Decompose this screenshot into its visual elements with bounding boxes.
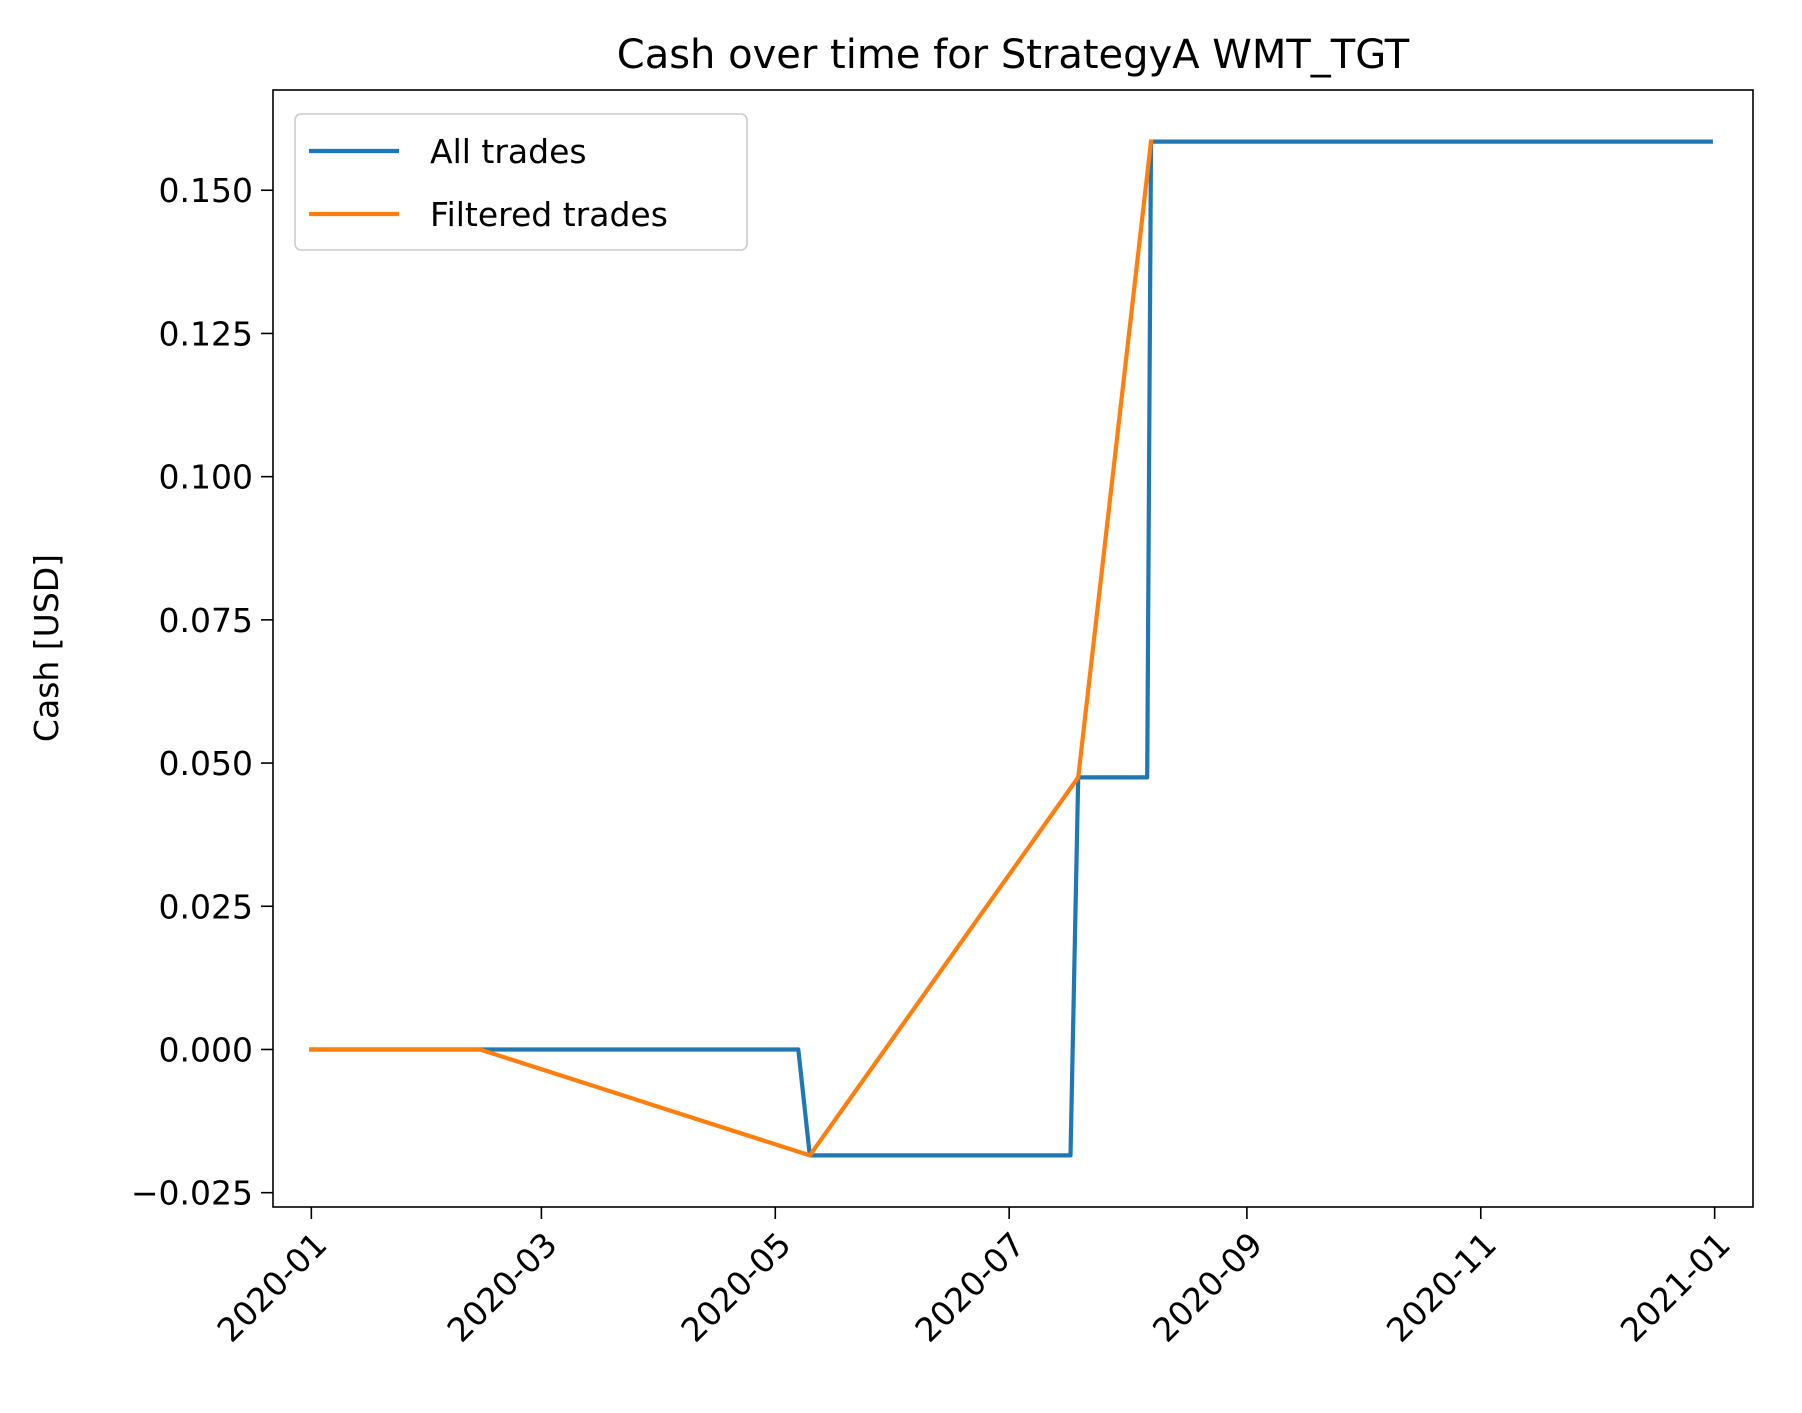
series-line-all-trades: [309, 139, 1713, 1158]
plot-area: [309, 139, 1713, 1158]
x-tick-label: 2020-05: [673, 1225, 798, 1350]
y-tick-label: 0.150: [159, 171, 253, 210]
y-axis-label: Cash [USD]: [27, 554, 66, 742]
x-tick-label: 2020-07: [907, 1225, 1032, 1350]
chart-title: Cash over time for StrategyA WMT_TGT: [617, 32, 1410, 78]
y-tick-label: 0.025: [159, 887, 253, 926]
x-tick-label: 2020-11: [1379, 1225, 1504, 1350]
y-tick-label: −0.025: [131, 1174, 253, 1213]
y-tick-label: 0.125: [159, 314, 253, 353]
y-tick-label: 0.075: [159, 601, 253, 640]
legend-label-filtered-trades: Filtered trades: [430, 195, 668, 234]
legend: All trades Filtered trades: [294, 113, 748, 251]
series-line-filtered-trades: [309, 139, 1154, 1158]
legend-label-all-trades: All trades: [430, 132, 587, 171]
y-tick-label: 0.000: [159, 1030, 253, 1069]
x-axis: 2020-01 2020-03 2020-05 2020-07 2020-09 2020-…: [209, 1207, 1738, 1350]
x-tick-label: 2020-03: [440, 1225, 565, 1350]
y-axis: −0.025 0.000 0.025 0.050 0.075 0.100 0.125 0.15…: [131, 171, 273, 1213]
y-tick-label: 0.050: [159, 744, 253, 783]
x-tick-label: 2021-01: [1613, 1225, 1738, 1350]
x-tick-label: 2020-09: [1145, 1225, 1270, 1350]
x-tick-label: 2020-01: [209, 1225, 334, 1350]
plot-frame: [272, 89, 1754, 1208]
legend-box: [294, 113, 748, 251]
y-tick-label: 0.100: [159, 458, 253, 497]
